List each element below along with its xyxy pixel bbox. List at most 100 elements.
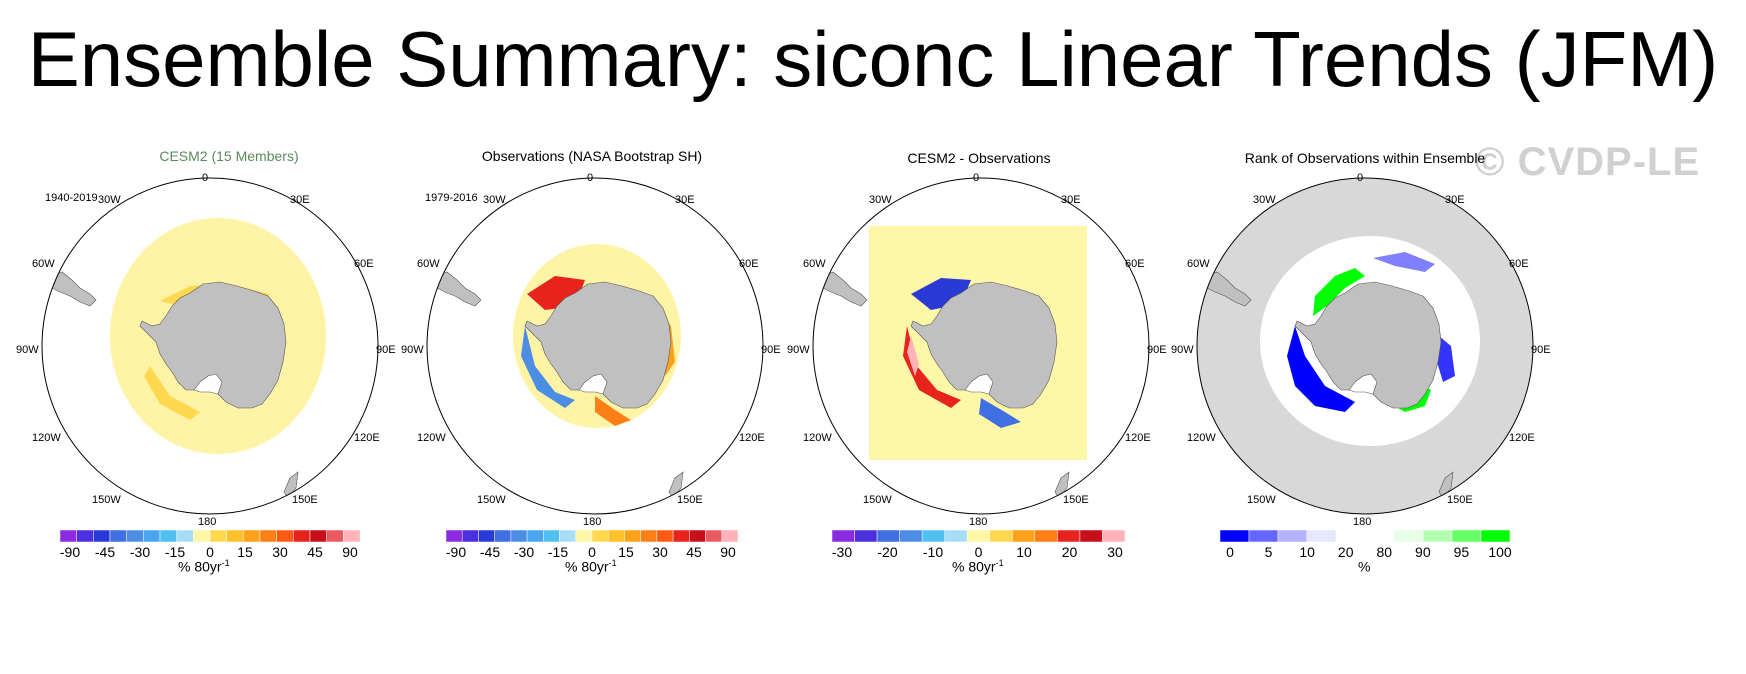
longitude-label: 120E <box>1125 432 1151 444</box>
colorbar-tick-label: 30 <box>1107 544 1123 560</box>
rank-low-region <box>1373 252 1435 272</box>
panel-title: CESM2 (15 Members) <box>159 148 299 164</box>
colorbar-swatch <box>1364 530 1395 543</box>
colorbar-swatch <box>966 530 991 543</box>
longitude-label: 30W <box>483 194 506 206</box>
colorbar-tick-label: -45 <box>479 544 501 560</box>
colorbar-swatch <box>672 530 690 543</box>
colorbar-tick-label: 10 <box>1299 544 1315 560</box>
longitude-label: 90E <box>376 344 396 356</box>
longitude-label: 150W <box>1247 494 1276 506</box>
colorbar-swatch <box>1220 530 1250 543</box>
longitude-label: 60E <box>739 258 759 270</box>
longitude-label: 90E <box>761 344 781 356</box>
longitude-label: 120W <box>803 432 832 444</box>
rank-low-region <box>1287 326 1355 412</box>
period-label: 1940-2019 <box>45 192 98 204</box>
colorbar <box>60 530 360 543</box>
longitude-label: 30W <box>98 194 121 206</box>
panel-title: Rank of Observations within Ensemble <box>1244 150 1486 166</box>
longitude-label: 150W <box>477 494 506 506</box>
ice-shelf <box>193 373 223 395</box>
south-america-tip <box>51 271 97 307</box>
colorbar-swatch <box>159 530 177 543</box>
longitude-label: 30E <box>1445 194 1465 206</box>
longitude-label: 60W <box>32 258 55 270</box>
colorbar-swatch <box>109 530 127 543</box>
watermark: © CVDP-LE <box>1475 140 1701 184</box>
colorbar-tick-label: 15 <box>618 544 634 560</box>
colorbar-tick-label: 0 <box>206 544 214 560</box>
rank-high-region <box>1313 268 1365 316</box>
colorbar-swatch <box>243 530 261 543</box>
longitude-label: 90E <box>1147 344 1167 356</box>
colorbar-swatch <box>575 530 593 543</box>
longitude-label: 150W <box>863 494 892 506</box>
longitude-label: 180 <box>1353 516 1372 528</box>
longitude-label: 180 <box>583 516 602 528</box>
rank-low-region <box>1437 336 1455 382</box>
colorbar-unit: % 80yr-1 <box>952 558 1004 575</box>
colorbar-swatch <box>1012 530 1036 543</box>
figure-title: Ensemble Summary: siconc Linear Trends (… <box>27 15 1719 103</box>
colorbar-swatch <box>309 530 327 543</box>
panel-title: Observations (NASA Bootstrap SH) <box>481 148 703 164</box>
colorbar-tick-label: 30 <box>272 544 288 560</box>
colorbar-tick-label: 5 <box>1264 544 1273 560</box>
longitude-label: 60W <box>803 258 826 270</box>
colorbar-tick-label: 20 <box>1337 544 1354 560</box>
colorbar-swatch <box>461 530 479 543</box>
longitude-label: 90W <box>16 344 39 356</box>
colorbar-swatch <box>1451 530 1482 543</box>
colorbar-unit: % 80yr-1 <box>565 558 617 575</box>
colorbar-swatch <box>656 530 674 543</box>
colorbar-swatch <box>326 530 344 543</box>
colorbar-swatch <box>832 530 855 543</box>
longitude-label: 90W <box>787 344 810 356</box>
colorbar-tick-label: -20 <box>877 544 898 560</box>
colorbar-tick-label: 45 <box>307 544 323 560</box>
colorbar-swatch <box>293 530 311 543</box>
colorbar-swatch <box>478 530 495 543</box>
longitude-label: 60E <box>1509 258 1529 270</box>
colorbar-tick-label: 80 <box>1376 544 1393 560</box>
colorbar-swatch <box>944 530 968 543</box>
trend-region <box>595 396 631 426</box>
polar-map <box>1196 177 1534 515</box>
longitude-label: 150E <box>292 494 318 506</box>
south-america-tip <box>1206 271 1252 307</box>
colorbar-tick-label: -30 <box>831 544 853 560</box>
ice-shelf <box>1348 373 1378 395</box>
map-border <box>1196 177 1534 515</box>
colorbar-swatch <box>209 530 227 543</box>
colorbar-swatch <box>543 530 560 543</box>
colorbar-swatch <box>76 530 94 543</box>
colorbar-unit: % <box>1358 558 1371 575</box>
longitude-label: 0 <box>202 172 209 184</box>
colorbar <box>446 530 738 543</box>
colorbar-swatch <box>1335 530 1366 543</box>
map-border <box>426 177 764 515</box>
colorbar-tick-label: 20 <box>1061 544 1078 560</box>
map-border <box>812 177 1150 515</box>
polar-map <box>812 177 1150 515</box>
period-label: 1979-2016 <box>425 192 478 204</box>
colorbar-swatch <box>259 530 277 543</box>
colorbar-swatch <box>1393 530 1424 543</box>
colorbar-swatch <box>276 530 294 543</box>
longitude-label: 180 <box>198 516 217 528</box>
colorbar-swatch <box>1306 530 1337 543</box>
colorbar-swatch <box>1079 530 1103 543</box>
colorbar-swatch <box>93 530 111 543</box>
colorbar-swatch <box>559 530 577 543</box>
colorbar-tick-label: 100 <box>1488 544 1512 560</box>
south-america-tip <box>436 271 482 307</box>
longitude-label: 150W <box>92 494 121 506</box>
colorbar-tick-label: 0 <box>974 544 983 560</box>
colorbar-swatch <box>1248 530 1279 543</box>
longitude-label: 120E <box>1509 432 1535 444</box>
longitude-label: 90E <box>1531 344 1551 356</box>
colorbar-swatch <box>226 530 244 543</box>
longitude-label: 60E <box>354 258 374 270</box>
longitude-label: 60W <box>1187 258 1210 270</box>
